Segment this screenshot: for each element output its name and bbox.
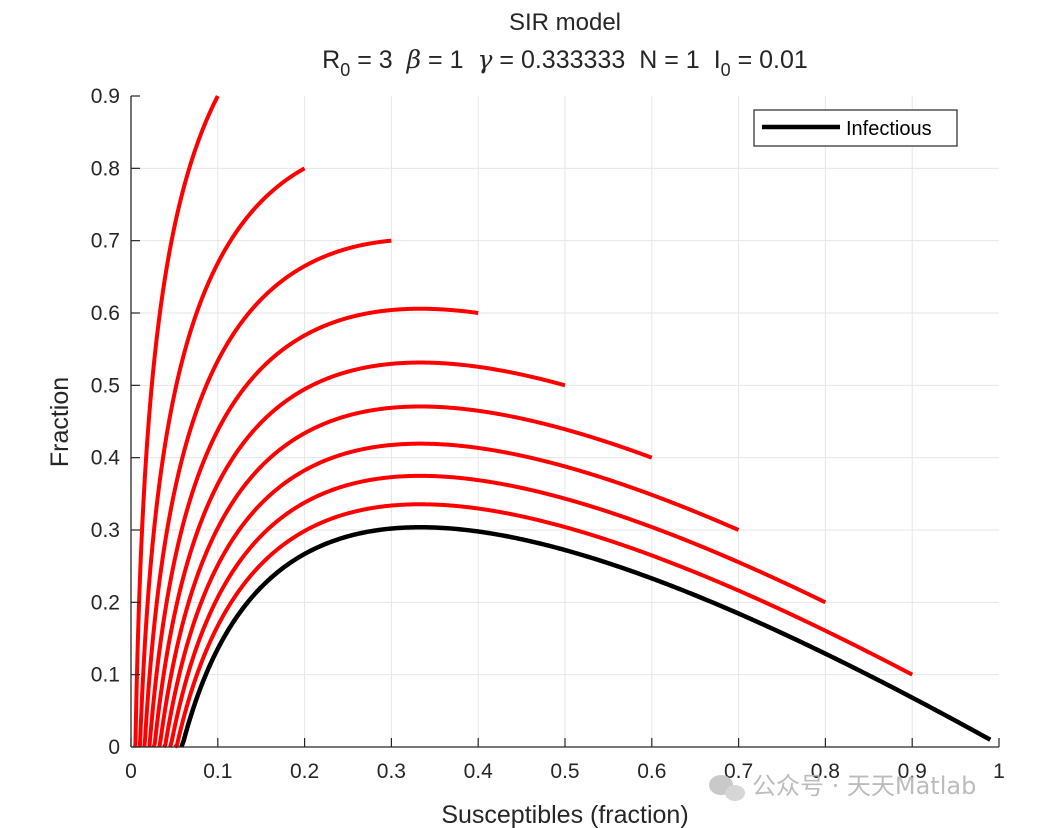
- y-tick-label: 0.5: [91, 374, 120, 397]
- x-tick-label: 0.1: [203, 760, 232, 783]
- beta-value: = 1: [421, 46, 463, 74]
- trajectory-line-red: [173, 502, 914, 749]
- gamma-symbol: γ: [478, 45, 493, 74]
- i0-label: I: [714, 46, 721, 74]
- x-tick-label: 0.3: [377, 760, 406, 783]
- x-tick-label: 0.5: [550, 760, 579, 783]
- series-line-infectious: [179, 524, 992, 748]
- y-tick-label: 0.7: [91, 230, 120, 253]
- watermark: 公众号 · 天天Matlab: [709, 772, 976, 801]
- trajectory-line-red: [151, 360, 566, 748]
- r0-subscript: 0: [340, 60, 350, 80]
- trajectory-line-red: [133, 94, 220, 748]
- x-tick-label: 0.9: [898, 760, 927, 783]
- tick-labels: 0 0.1 0.2 0.3 0.4 0.5 0.6 0.7 0.8 0.9 1 0 0.1 0.2 0.3 0…: [91, 85, 1005, 783]
- y-tick-label: 0: [108, 736, 120, 759]
- trajectory-line-red: [137, 166, 307, 748]
- grid: [131, 96, 999, 747]
- legend-box: [753, 109, 958, 147]
- beta-symbol: β: [406, 45, 421, 74]
- x-tick-label: 0.4: [464, 760, 494, 783]
- trajectory-line-red: [147, 306, 480, 748]
- x-tick-label: 0: [125, 760, 137, 783]
- y-tick-label: 0.4: [91, 447, 121, 470]
- x-tick-label: 1: [993, 760, 1005, 783]
- trajectory-line-red: [142, 238, 393, 748]
- trajectory-line-red: [168, 473, 827, 748]
- x-axis-label: Susceptibles (fraction): [441, 801, 688, 828]
- x-tick-label: 0.2: [290, 760, 319, 783]
- x-tick-label: 0.8: [811, 760, 840, 783]
- trajectories: [133, 94, 992, 749]
- y-tick-label: 0.9: [91, 85, 120, 108]
- r0-label: R: [322, 46, 340, 74]
- n-value: N = 1: [639, 46, 699, 74]
- chart-title: SIR model: [509, 9, 621, 36]
- y-tick-label: 0.8: [91, 157, 120, 180]
- y-tick-label: 0.2: [91, 591, 120, 614]
- x-tick-label: 0.6: [637, 760, 666, 783]
- i0-value: = 0.01: [731, 46, 808, 74]
- axes: [130, 95, 1000, 748]
- trajectory-line-red: [157, 404, 653, 748]
- y-tick-label: 0.6: [91, 302, 120, 325]
- legend-label-infectious: Infectious: [846, 118, 932, 140]
- legend: Infectious: [753, 109, 958, 147]
- wechat-icon: [709, 775, 745, 801]
- watermark-text: 公众号 · 天天Matlab: [752, 772, 976, 800]
- y-axis-label: Fraction: [46, 377, 74, 467]
- y-tick-label: 0.3: [91, 519, 120, 542]
- trajectory-line-red: [162, 441, 740, 749]
- i0-subscript: 0: [721, 60, 731, 80]
- r0-value: = 3: [350, 46, 392, 74]
- x-tick-label: 0.7: [724, 760, 753, 783]
- gamma-value: = 0.333333: [492, 46, 625, 74]
- y-tick-label: 0.1: [91, 664, 120, 687]
